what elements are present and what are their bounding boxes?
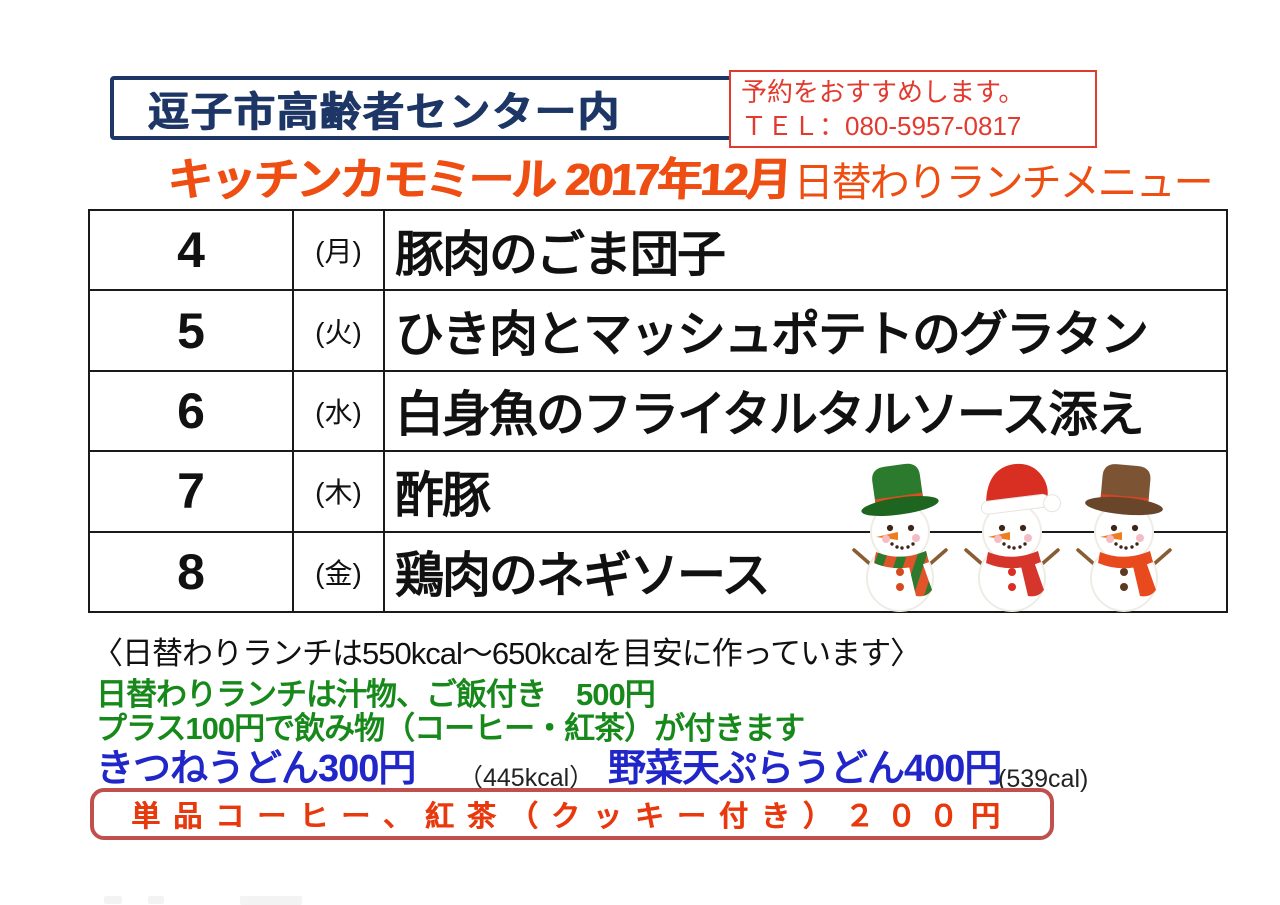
day-number: 5 xyxy=(88,289,294,372)
kitsune-udon-price: きつねうどん300円 xyxy=(96,748,416,790)
table-row: 7 (木) 酢豚 xyxy=(88,450,1228,533)
scan-artifact xyxy=(240,896,302,905)
venue-name-box: 逗子市高齢者センター内 xyxy=(110,76,759,140)
weekday: (木) xyxy=(292,450,385,533)
table-row: 6 (水) 白身魚のフライタルタルソース添え xyxy=(88,369,1228,453)
scan-artifact xyxy=(148,896,164,904)
weekday: (水) xyxy=(292,369,385,453)
snowman-brown-hat xyxy=(1076,464,1172,612)
snowman-green-hat xyxy=(852,463,948,612)
table-row: 8 (金) 鶏肉のネギソース xyxy=(88,530,1228,614)
dish-name: 鶏肉のネギソース xyxy=(383,530,1228,614)
title-suffix: 日替わりランチメニュー xyxy=(793,161,1214,205)
page-title: キッチンカモミール 2017年12月 日替わりランチメニュー xyxy=(166,152,1218,208)
weekday: (金) xyxy=(292,530,385,614)
drink-option-note: プラス100円で飲み物（コーヒー・紅茶）が付きます xyxy=(96,711,805,746)
yasai-tempura-udon-price: 野菜天ぷらうどん400円 xyxy=(608,748,1002,790)
coffee-price-text: 単品コーヒー、紅茶（クッキー付き）２００円 xyxy=(131,801,1013,833)
phone-number: ＴＥＬ：080-5957-0817 xyxy=(741,111,1022,141)
reservation-notice-box: 予約をおすすめします。 ＴＥＬ：080-5957-0817 xyxy=(729,70,1097,148)
snowmen-illustration xyxy=(852,463,1172,612)
kitsune-udon-kcal: （445kcal） xyxy=(458,764,595,792)
venue-name: 逗子市高齢者センター内 xyxy=(148,89,621,135)
day-number: 8 xyxy=(88,530,294,614)
scan-artifact xyxy=(104,896,122,904)
day-number: 7 xyxy=(88,450,294,533)
shop-name-and-month: キッチンカモミール 2017年12月 xyxy=(166,154,791,205)
table-row: 4 (月) 豚肉のごま団子 xyxy=(88,208,1228,292)
set-price-note: 日替わりランチは汁物、ご飯付き 500円 xyxy=(96,677,656,712)
daily-menu-table: 4 (月) 豚肉のごま団子 5 (火) ひき肉とマッシュポテトのグラタン 6 (… xyxy=(88,208,1228,614)
day-number: 6 xyxy=(88,369,294,453)
snowman-santa-hat xyxy=(964,463,1062,612)
dish-name: 酢豚 xyxy=(383,450,1228,533)
dish-name: 白身魚のフライタルタルソース添え xyxy=(383,369,1228,453)
dish-name: 豚肉のごま団子 xyxy=(383,208,1228,292)
dish-name: ひき肉とマッシュポテトのグラタン xyxy=(383,289,1228,372)
reservation-text: 予約をおすすめします。 xyxy=(741,76,1025,107)
kcal-range-note: 〈日替わりランチは550kcal～650kcalを目安に作っています〉 xyxy=(92,636,921,671)
weekday: (月) xyxy=(292,208,385,292)
weekday: (火) xyxy=(292,289,385,372)
coffee-price-box: 単品コーヒー、紅茶（クッキー付き）２００円 xyxy=(90,788,1054,840)
table-row: 5 (火) ひき肉とマッシュポテトのグラタン xyxy=(88,289,1228,372)
day-number: 4 xyxy=(88,208,294,292)
